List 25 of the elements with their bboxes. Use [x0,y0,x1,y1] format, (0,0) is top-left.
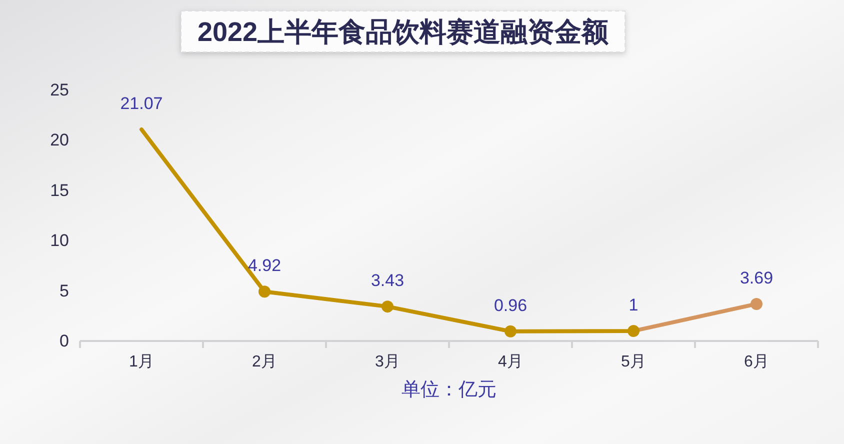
x-tick-label: 5月 [621,354,646,370]
y-tick-label: 5 [60,281,69,300]
x-tick-label: 4月 [498,354,523,370]
x-tick-label: 2月 [252,354,277,370]
x-tick-label: 1月 [129,354,154,370]
point [504,325,516,338]
data-label: 3.43 [370,271,404,290]
point [750,298,762,310]
data-label: 1 [628,295,638,314]
data-label: 21.07 [120,94,163,113]
y-tick-label: 20 [50,130,69,150]
point [382,300,394,313]
x-axis-title: 单位：亿元 [402,380,496,400]
data-label: 0.96 [494,296,528,315]
data-label: 3.69 [740,268,774,288]
chart-title: 2022上半年食品饮料赛道融资金额 [197,17,610,47]
y-tick-label: 10 [50,231,69,250]
y-tick-label: 25 [50,80,69,100]
point [628,324,640,337]
y-tick-label: 15 [50,180,69,200]
data-label: 4.92 [248,256,282,276]
y-tick-label: 0 [60,332,69,350]
x-tick-label: 3月 [375,354,400,370]
point [258,286,270,298]
x-tick-label: 6月 [744,354,769,370]
